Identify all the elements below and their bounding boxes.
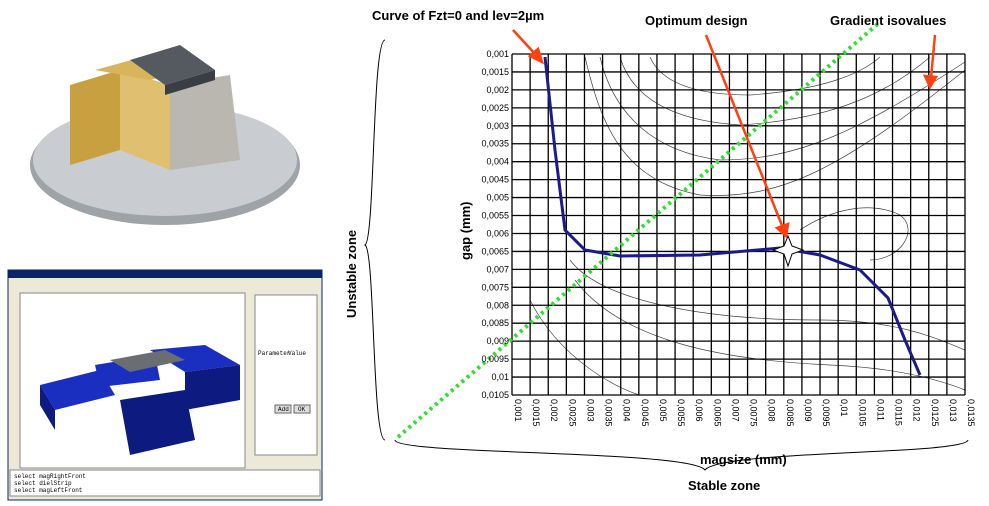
brace bbox=[394, 439, 969, 471]
table-header: Value bbox=[288, 350, 306, 357]
stability-curve bbox=[543, 56, 922, 376]
x-tick-label: 0,007 bbox=[730, 399, 740, 422]
x-tick-label: 0,003 bbox=[585, 399, 595, 422]
console-line: select dielStrip bbox=[14, 480, 72, 487]
y-tick-label: 0,003 bbox=[486, 121, 509, 131]
console-line: select magLeftFront bbox=[14, 487, 82, 494]
y-tick-label: 0,0035 bbox=[481, 139, 509, 149]
x-tick-label: 0,0095 bbox=[821, 399, 831, 427]
x-tick-label: 0,008 bbox=[767, 399, 777, 422]
y-tick-label: 0,004 bbox=[486, 157, 509, 167]
annotation: Stable zone bbox=[688, 478, 760, 493]
y-tick-label: 0,0015 bbox=[481, 67, 509, 77]
annotation: Optimum design bbox=[645, 13, 748, 28]
button[interactable]: Add bbox=[278, 406, 289, 413]
x-tick-label: 0,0115 bbox=[894, 399, 904, 426]
x-axis-label: magsize (mm) bbox=[700, 452, 787, 467]
y-tick-label: 0,009 bbox=[486, 336, 509, 346]
x-tick-label: 0,0085 bbox=[785, 399, 795, 427]
button[interactable]: OK bbox=[298, 406, 306, 413]
y-tick-label: 0,01 bbox=[491, 372, 509, 382]
y-tick-label: 0,0085 bbox=[481, 318, 509, 328]
annotation: Unstable zone bbox=[344, 230, 359, 318]
x-tick-label: 0,0055 bbox=[676, 399, 686, 427]
y-tick-label: 0,0105 bbox=[481, 390, 509, 400]
x-tick-label: 0,0035 bbox=[604, 399, 614, 427]
y-axis-label: gap (mm) bbox=[458, 202, 473, 261]
table-header: Parameter bbox=[258, 350, 291, 357]
brace bbox=[363, 39, 386, 441]
y-tick-label: 0,006 bbox=[486, 228, 509, 238]
annotation: Curve of Fzt=0 and lev=2µm bbox=[372, 8, 544, 23]
y-tick-label: 0,0055 bbox=[481, 211, 509, 221]
y-tick-label: 0,005 bbox=[486, 193, 509, 203]
x-tick-label: 0,013 bbox=[948, 399, 958, 422]
contour-plot bbox=[512, 54, 966, 396]
y-tick-label: 0,0075 bbox=[481, 282, 509, 292]
diagonal bbox=[396, 20, 882, 439]
arrows bbox=[512, 29, 939, 239]
software-screenshot: Parameter Value Add OK select magRightFr… bbox=[7, 269, 323, 501]
x-tick-label: 0,006 bbox=[694, 399, 704, 422]
y-tick-label: 0,001 bbox=[486, 49, 509, 59]
x-tick-label: 0,0065 bbox=[712, 399, 722, 427]
x-tick-label: 0,0045 bbox=[640, 399, 650, 427]
x-tick-label: 0,0135 bbox=[966, 399, 976, 427]
x-tick-label: 0,004 bbox=[622, 399, 632, 422]
x-tick-label: 0,005 bbox=[658, 399, 668, 422]
x-tick-label: 0,002 bbox=[549, 399, 559, 422]
x-tick-label: 0,011 bbox=[875, 399, 885, 421]
x-tick-label: 0,0125 bbox=[930, 399, 940, 427]
x-tick-label: 0,0105 bbox=[857, 399, 867, 427]
y-tick-label: 0,008 bbox=[486, 300, 509, 310]
y-tick-label: 0,0025 bbox=[481, 103, 509, 113]
annotation: Gradient isovalues bbox=[830, 13, 946, 28]
y-tick-label: 0,002 bbox=[486, 85, 509, 95]
x-tick-label: 0,009 bbox=[803, 399, 813, 422]
grid bbox=[511, 53, 966, 396]
x-tick-label: 0,0075 bbox=[749, 399, 759, 427]
optimum-star bbox=[771, 234, 805, 268]
y-tick-label: 0,007 bbox=[486, 264, 509, 274]
x-tick-label: 0,001 bbox=[513, 399, 523, 422]
y-tick-label: 0,0095 bbox=[481, 354, 509, 364]
y-tick-label: 0,0065 bbox=[481, 246, 509, 256]
x-tick-label: 0,0025 bbox=[567, 399, 577, 427]
y-tick-label: 0,0045 bbox=[481, 175, 509, 185]
x-tick-label: 0,01 bbox=[839, 399, 849, 417]
photo bbox=[8, 0, 330, 255]
x-tick-label: 0,0015 bbox=[531, 399, 541, 427]
x-tick-label: 0,012 bbox=[912, 399, 922, 422]
console-line: select magRightFront bbox=[14, 473, 86, 480]
